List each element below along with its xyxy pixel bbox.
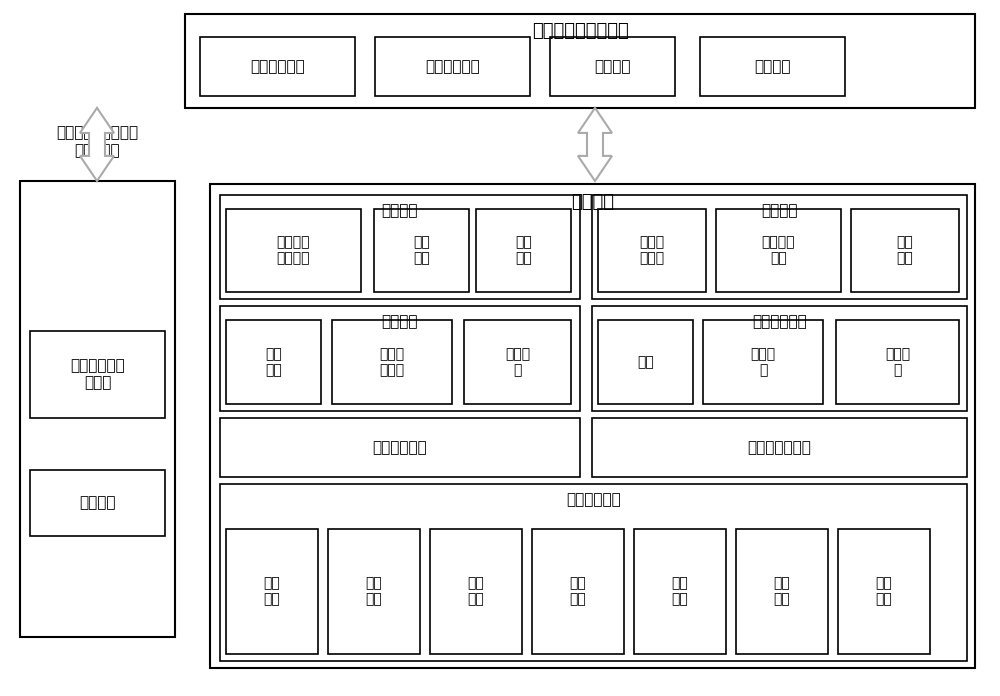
Text: 断面
数据: 断面 数据 xyxy=(897,235,913,266)
Text: 智能检测: 智能检测 xyxy=(761,203,798,219)
Text: 关联图元结构: 关联图元结构 xyxy=(250,59,305,74)
Bar xyxy=(30,331,165,418)
Bar xyxy=(532,529,624,654)
Bar xyxy=(634,529,726,654)
Text: 分析
报告: 分析 报告 xyxy=(774,576,790,607)
Text: 历史数据
查询: 历史数据 查询 xyxy=(762,235,795,266)
Text: 数据处
理: 数据处 理 xyxy=(885,347,910,377)
Bar xyxy=(592,306,967,411)
Bar xyxy=(226,529,318,654)
Polygon shape xyxy=(80,108,114,181)
Bar xyxy=(703,320,823,404)
Bar xyxy=(200,37,355,96)
Text: 锁控
文件: 锁控 文件 xyxy=(413,235,430,266)
Text: 逻辑功能仿真: 逻辑功能仿真 xyxy=(566,492,621,507)
Text: 建模: 建模 xyxy=(637,355,654,369)
Text: 模型仿真检测: 模型仿真检测 xyxy=(752,315,807,330)
Text: 一次系统拓扑: 一次系统拓扑 xyxy=(425,59,480,74)
Text: 一二次设备连
接关系: 一二次设备连 接关系 xyxy=(70,358,125,390)
Bar xyxy=(592,195,967,299)
Bar xyxy=(185,14,975,108)
Text: 实时数
据上送: 实时数 据上送 xyxy=(639,235,665,266)
Text: 模型变
化通知: 模型变 化通知 xyxy=(379,347,405,377)
Bar xyxy=(220,195,580,299)
Text: 逻辑
预判: 逻辑 预判 xyxy=(468,576,484,607)
Text: 智能
告警: 智能 告警 xyxy=(366,576,382,607)
Bar xyxy=(592,418,967,477)
Bar xyxy=(838,529,930,654)
Bar xyxy=(550,37,675,96)
Bar xyxy=(332,320,452,404)
Text: 画面
文件: 画面 文件 xyxy=(515,235,532,266)
Bar xyxy=(598,209,706,292)
Bar xyxy=(30,470,165,536)
Text: 新能源变电站云平台: 新能源变电站云平台 xyxy=(532,22,628,40)
Text: 闭环试验环境: 闭环试验环境 xyxy=(373,440,427,454)
Bar xyxy=(328,529,420,654)
Bar xyxy=(374,209,469,292)
Bar xyxy=(220,418,580,477)
Polygon shape xyxy=(578,108,612,181)
Bar xyxy=(210,184,975,668)
Bar xyxy=(700,37,845,96)
Text: 数据采
集: 数据采 集 xyxy=(750,347,776,377)
Text: 配置方式: 配置方式 xyxy=(382,203,418,219)
Bar xyxy=(476,209,571,292)
Text: 可见光、
图谱文件: 可见光、 图谱文件 xyxy=(277,235,310,266)
Bar xyxy=(226,320,321,404)
Text: 模型服务: 模型服务 xyxy=(382,315,418,330)
Bar xyxy=(226,209,361,292)
Bar xyxy=(20,181,175,637)
Text: 自动对
点: 自动对 点 xyxy=(505,347,530,377)
Bar xyxy=(836,320,959,404)
Text: 数据
辨识: 数据 辨识 xyxy=(672,576,688,607)
Text: 功能拓扑: 功能拓扑 xyxy=(594,59,631,74)
Bar xyxy=(375,37,530,96)
Bar xyxy=(464,320,571,404)
Bar xyxy=(716,209,841,292)
Bar xyxy=(736,529,828,654)
Text: 各类新能源变电站设
备接入检测: 各类新能源变电站设 备接入检测 xyxy=(56,125,138,158)
Text: 耦合模型: 耦合模型 xyxy=(571,193,614,211)
Bar xyxy=(598,320,693,404)
Text: 模型
文件: 模型 文件 xyxy=(265,347,282,377)
Bar xyxy=(851,209,959,292)
Text: 顺序
控制: 顺序 控制 xyxy=(264,576,280,607)
Text: 智能
控制: 智能 控制 xyxy=(876,576,892,607)
Text: 通信拓扑: 通信拓扑 xyxy=(754,59,791,74)
Text: 分布式业务处理: 分布式业务处理 xyxy=(748,440,811,454)
Bar xyxy=(220,306,580,411)
Text: 物理位置: 物理位置 xyxy=(79,496,116,510)
Bar xyxy=(220,484,967,661)
Bar xyxy=(430,529,522,654)
Text: 历史
数据: 历史 数据 xyxy=(570,576,586,607)
